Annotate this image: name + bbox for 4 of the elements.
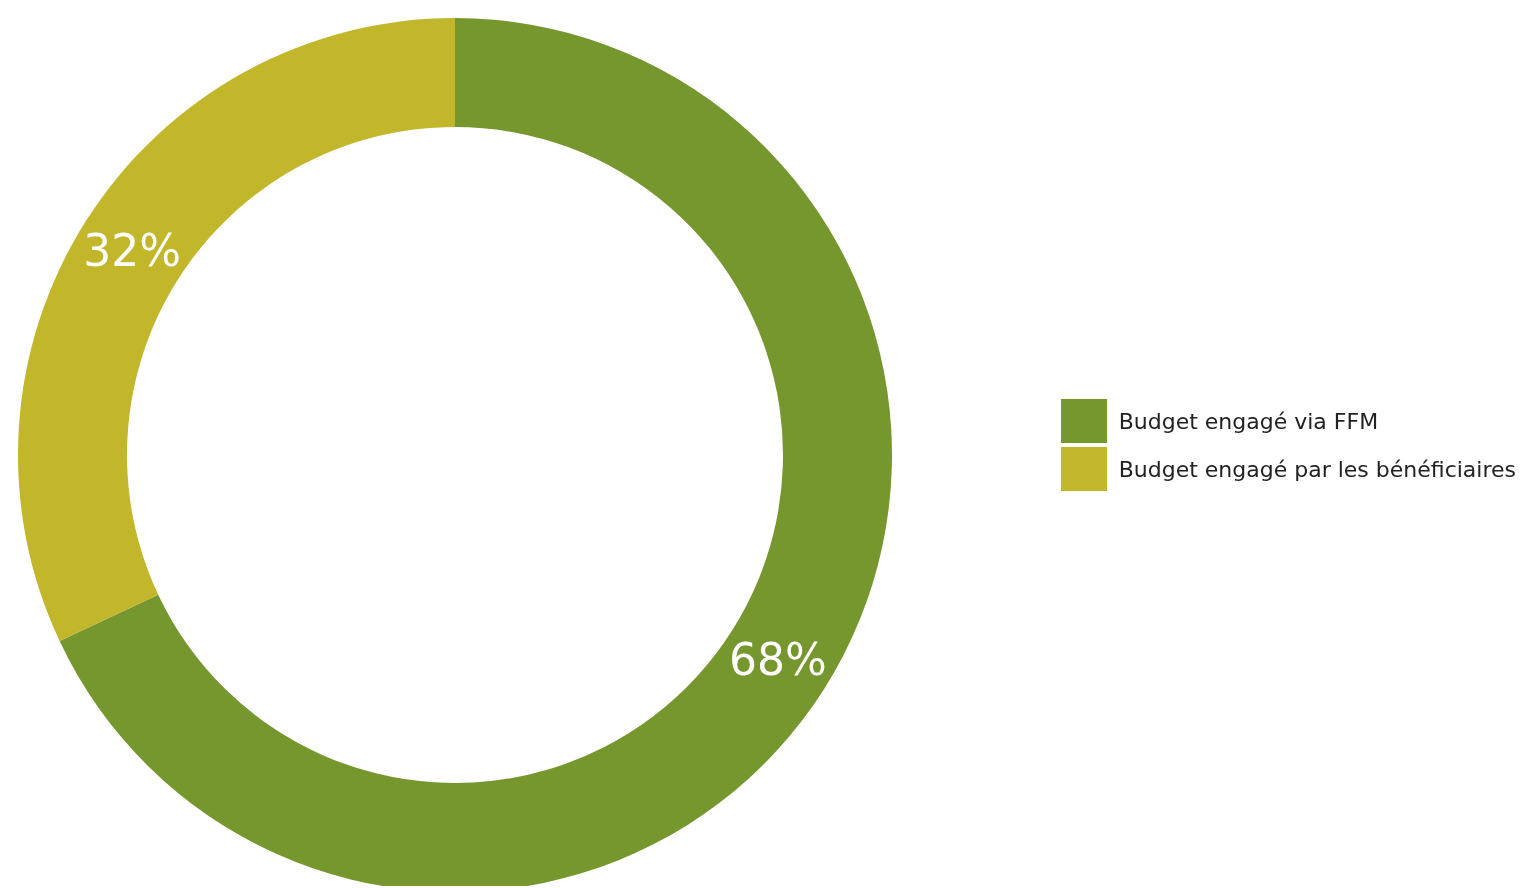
data-label: 32% <box>83 224 181 276</box>
legend-label: Budget engagé via FFM <box>1118 408 1379 434</box>
legend-label: Budget engagé par les bénéficiaires <box>1118 456 1516 482</box>
data-label: 68% <box>729 634 827 686</box>
